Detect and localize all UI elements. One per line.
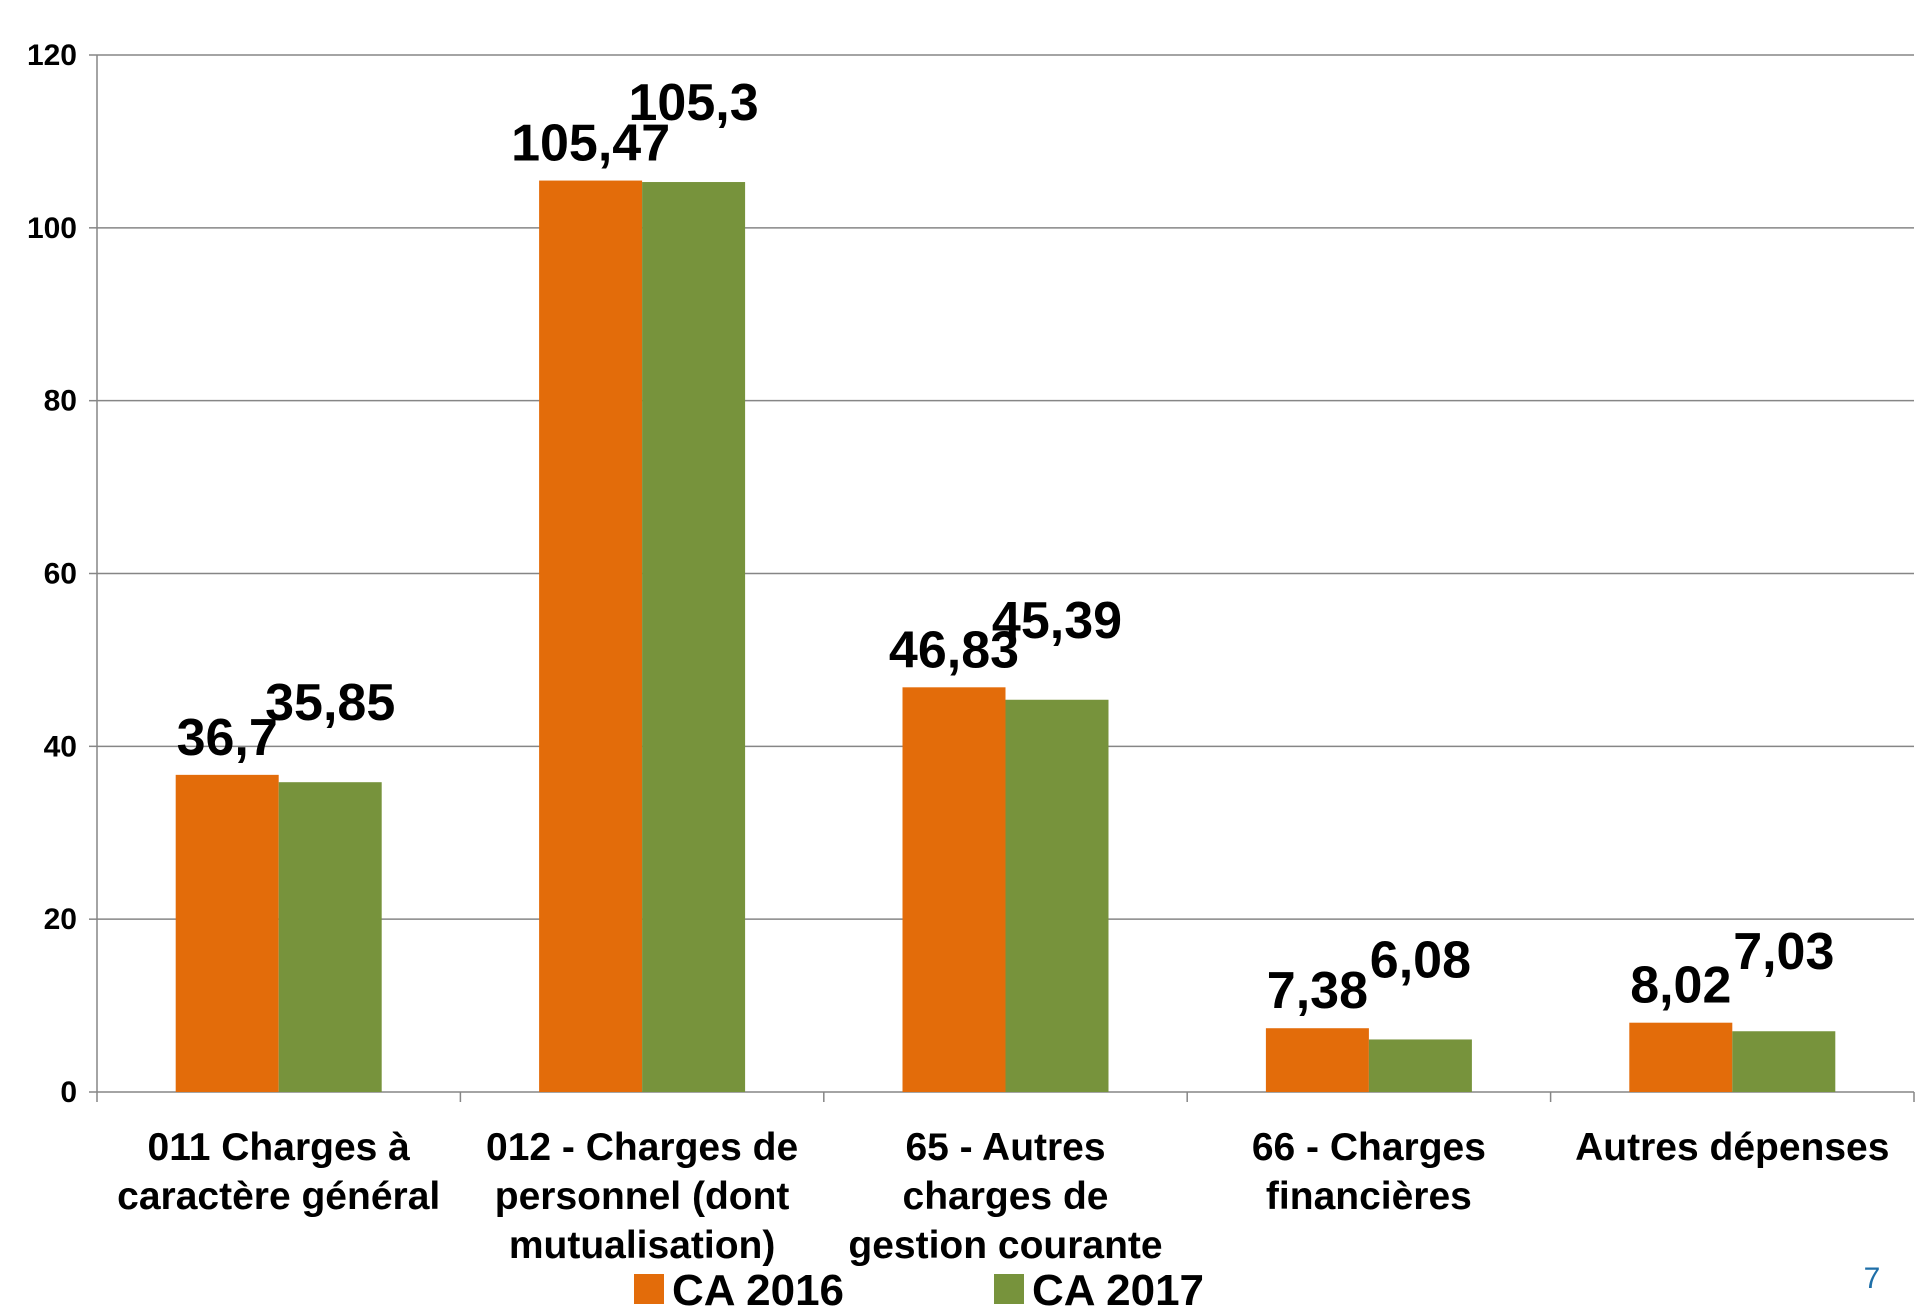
gridlines: [97, 54, 1914, 920]
y-tick-label: 100: [27, 212, 77, 245]
bar: [1005, 699, 1109, 1092]
x-category-label: gestion courante: [848, 1224, 1162, 1267]
bar: [1368, 1039, 1472, 1092]
bar: [175, 774, 279, 1092]
bar: [1265, 1028, 1369, 1092]
bar: [642, 182, 746, 1093]
data-label: 7,38: [1267, 962, 1368, 1020]
y-tick-label: 20: [44, 903, 77, 936]
data-label: 35,85: [265, 674, 395, 732]
x-category-label: 012 - Charges de: [486, 1126, 798, 1169]
data-label: 46,83: [889, 621, 1019, 679]
x-category-label: financières: [1266, 1175, 1472, 1218]
bars: [175, 180, 1836, 1093]
page-number: 7: [1864, 1262, 1881, 1295]
legend-label: CA 2016: [672, 1266, 844, 1312]
x-category-label: Autres dépenses: [1575, 1126, 1889, 1169]
legend-label: CA 2017: [1032, 1266, 1204, 1312]
data-label: 6,08: [1370, 931, 1471, 989]
legend-swatch: [634, 1274, 664, 1304]
bar: [278, 782, 382, 1092]
data-label: 7,03: [1733, 923, 1834, 981]
bar: [539, 180, 643, 1092]
bar: [1629, 1022, 1733, 1092]
legend-swatch: [994, 1274, 1024, 1304]
y-axis-ticks: 0 20 40 60 80 100 120: [27, 39, 77, 1109]
y-tick-label: 60: [44, 558, 77, 591]
x-category-label: 011 Charges à: [148, 1126, 411, 1169]
x-axis-categories: 011 Charges à caractère général 012 - Char…: [117, 1126, 1889, 1267]
x-category-label: charges de: [903, 1175, 1109, 1218]
legend: CA 2016 CA 2017: [634, 1266, 1204, 1312]
y-tick-label: 0: [60, 1076, 77, 1109]
x-category-label: 66 - Charges: [1252, 1126, 1486, 1169]
x-category-label: 65 - Autres: [905, 1126, 1105, 1169]
bar: [1732, 1031, 1836, 1092]
bar: [902, 687, 1006, 1092]
y-tick-label: 40: [44, 730, 77, 763]
data-label: 36,7: [177, 709, 278, 767]
data-label: 8,02: [1630, 957, 1731, 1015]
data-labels: 36,7 105,47 46,83 7,38 8,02 35,85 105,3 45,39 6,…: [177, 74, 1835, 1020]
y-tick-label: 120: [27, 39, 77, 72]
x-category-label: mutualisation): [509, 1224, 776, 1267]
data-label: 105,3: [629, 74, 759, 132]
data-label: 105,47: [511, 115, 670, 173]
data-label: 45,39: [992, 592, 1122, 650]
y-tick-label: 80: [44, 385, 77, 418]
x-category-label: caractère général: [117, 1175, 440, 1218]
x-category-label: personnel (dont: [495, 1175, 790, 1218]
